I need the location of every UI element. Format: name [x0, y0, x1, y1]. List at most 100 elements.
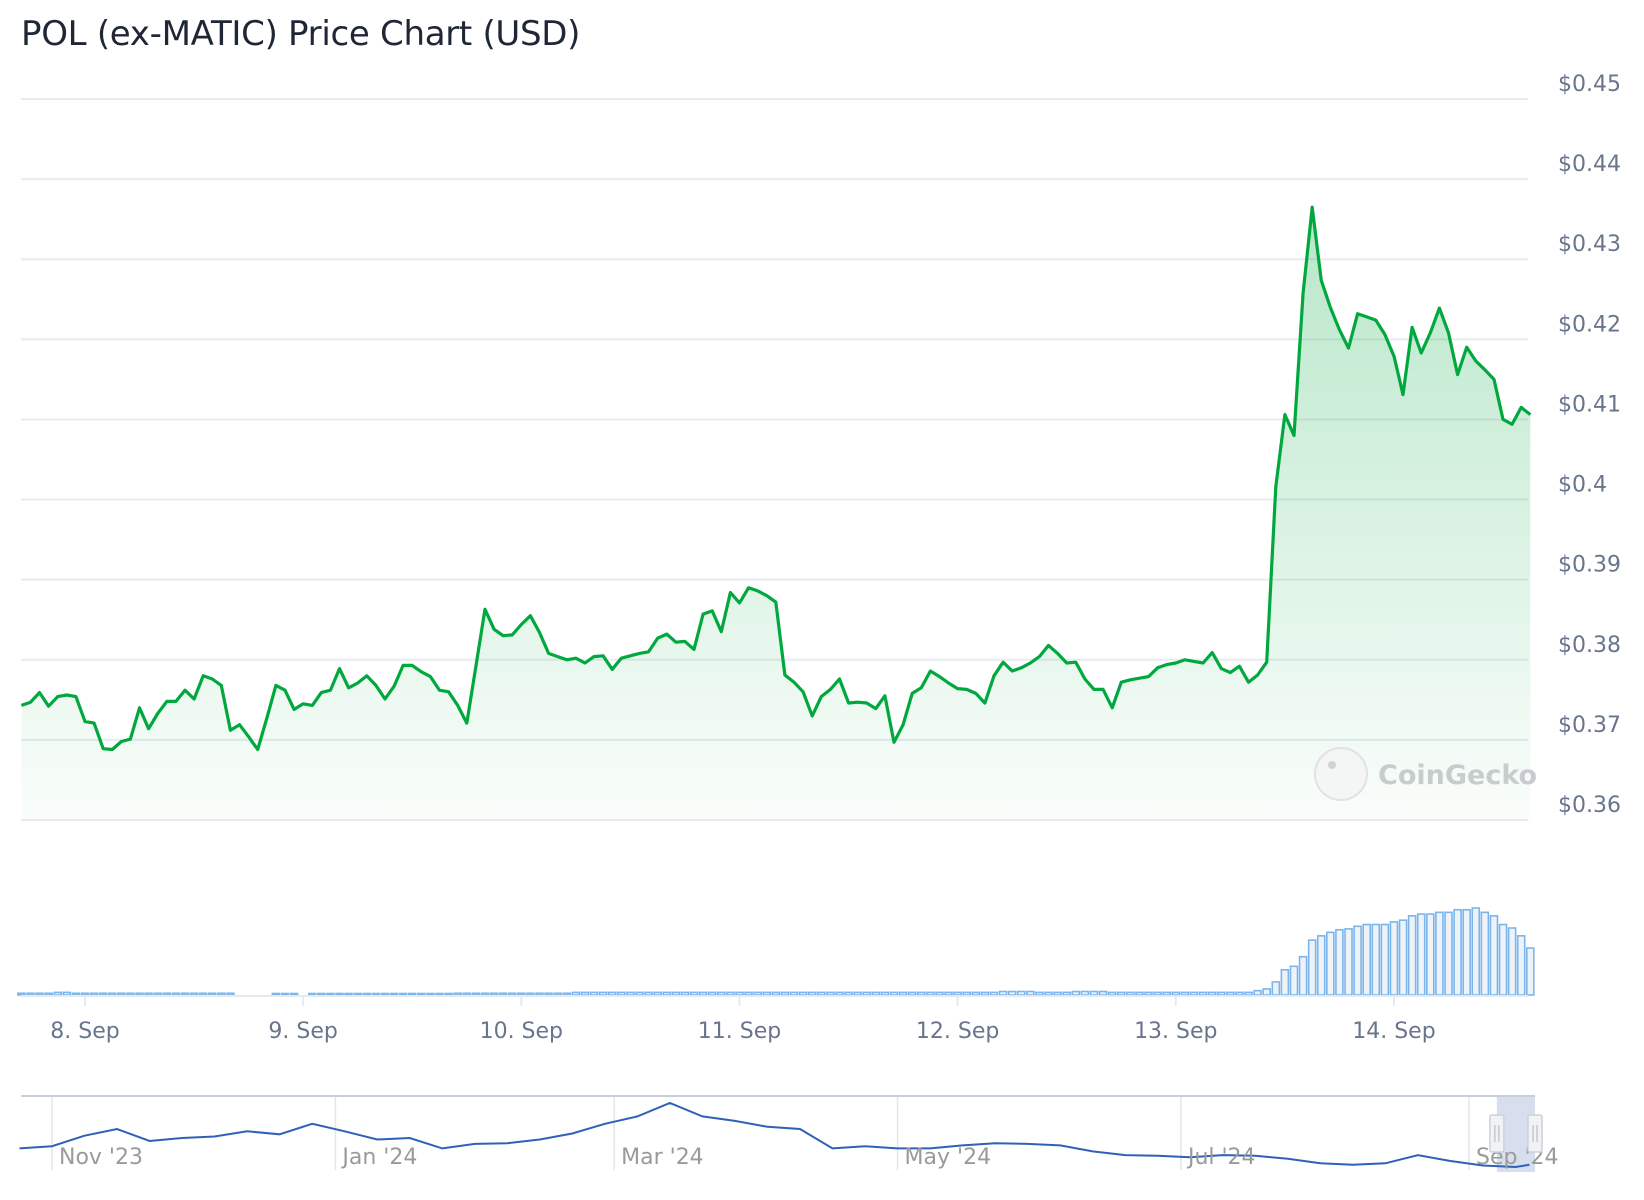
volume-bar [35, 992, 44, 996]
volume-bar [380, 992, 390, 996]
navigator[interactable]: Nov '23 Jan '24 Mar '24 May '24 Jul '24 Sep '… [19, 1095, 1559, 1172]
volume-bar [1171, 991, 1181, 996]
x-tick-label: 13. Sep [1134, 1019, 1217, 1044]
volume-bar [471, 992, 481, 996]
volume-bar [144, 992, 153, 996]
volume-bar [1189, 991, 1199, 996]
volume-bar [1298, 955, 1308, 996]
volume-bar [1271, 981, 1281, 996]
volume-bar [1380, 923, 1390, 996]
y-tick-label: $0.41 [1558, 392, 1621, 417]
volume-bar [80, 992, 90, 996]
volume-bar [544, 992, 553, 996]
navigator-tick-label: Jul '24 [1186, 1145, 1256, 1170]
volume-bar [680, 991, 690, 996]
volume-bar [1253, 989, 1262, 996]
volume-bar [462, 992, 472, 996]
volume-bar [153, 992, 163, 996]
volume-bar [1507, 927, 1517, 996]
volume-bar [353, 992, 363, 996]
navigator-tick-label: Jan '24 [340, 1145, 417, 1170]
volume-bar [826, 991, 835, 996]
volume-bar [198, 992, 208, 996]
x-tick-label: 14. Sep [1352, 1019, 1435, 1044]
price-line[interactable] [20, 205, 1532, 752]
volume-bar [589, 991, 599, 996]
navigator-left-handle[interactable] [1489, 1114, 1505, 1153]
volume-bar [1153, 991, 1162, 996]
coingecko-watermark: CoinGecko [1314, 747, 1537, 801]
volume-bar [307, 992, 317, 996]
volume-bar [1026, 990, 1035, 996]
volume-bar [1516, 935, 1526, 996]
volume-bar [1044, 991, 1053, 996]
volume-bar [1407, 915, 1417, 996]
volume-bar [980, 991, 990, 996]
volume-bar [1262, 988, 1271, 996]
volume-bar [1116, 991, 1126, 996]
y-tick-label: $0.38 [1558, 633, 1621, 658]
navigator-handles[interactable] [1489, 1114, 1543, 1153]
volume-bar [1226, 991, 1235, 996]
volume-bar [989, 991, 999, 996]
volume-bar [326, 992, 335, 996]
x-axis-labels: 8. Sep 9. Sep 10. Sep 11. Sep 12. Sep 13. Sep… [50, 996, 1436, 1044]
volume-bar [1289, 965, 1299, 996]
volume-bar [644, 991, 653, 996]
volume-bar [953, 991, 962, 996]
volume-bar [98, 992, 108, 996]
volume-bars [17, 907, 1535, 996]
volume-bar [971, 991, 981, 996]
volume-bar [1144, 991, 1153, 996]
volume-bar [935, 991, 944, 996]
volume-bar [189, 992, 199, 996]
volume-bar [1035, 991, 1044, 996]
volume-bar [898, 991, 908, 996]
volume-bar [1016, 990, 1026, 996]
volume-bar [1489, 915, 1499, 996]
gecko-logo-icon [1314, 747, 1368, 801]
volume-bar [707, 991, 717, 996]
volume-bar [89, 992, 99, 996]
x-tick-label: 9. Sep [268, 1019, 337, 1044]
watermark-text: CoinGecko [1378, 760, 1537, 791]
volume-bar [916, 991, 926, 996]
volume-bar [1480, 911, 1490, 996]
volume-bar [498, 992, 508, 996]
volume-bar [1444, 911, 1453, 996]
volume-bar [1135, 991, 1144, 996]
volume-bar [744, 991, 753, 996]
volume-bar [889, 991, 899, 996]
volume-bar [1353, 925, 1362, 996]
navigator-tick-label: Sep '24 [1476, 1145, 1559, 1170]
x-tick-label: 12. Sep [916, 1019, 999, 1044]
volume-bar [398, 992, 408, 996]
navigator-right-handle[interactable] [1527, 1114, 1543, 1153]
volume-bar [1207, 991, 1217, 996]
volume-bar [607, 991, 617, 996]
y-tick-label: $0.45 [1558, 72, 1621, 97]
volume-bar [789, 991, 799, 996]
volume-bar [807, 991, 817, 996]
volume-bar [1426, 913, 1435, 996]
y-tick-label: $0.42 [1558, 312, 1621, 337]
y-tick-label: $0.39 [1558, 553, 1621, 578]
volume-bar [1216, 991, 1226, 996]
volume-bar [798, 991, 808, 996]
volume-bar [344, 992, 353, 996]
volume-bar [162, 992, 172, 996]
volume-bar [517, 992, 526, 996]
volume-bar [580, 991, 590, 996]
volume-bar [271, 992, 281, 996]
volume-bar [944, 991, 953, 996]
volume-bar [107, 992, 117, 996]
volume-bar [1362, 923, 1371, 996]
volume-bar [117, 992, 126, 996]
volume-bar [444, 992, 453, 996]
volume-bar [1080, 990, 1090, 996]
volume-bar [880, 991, 890, 996]
volume-bar [1498, 923, 1508, 996]
volume-bar [44, 992, 53, 996]
volume-bar [735, 991, 744, 996]
